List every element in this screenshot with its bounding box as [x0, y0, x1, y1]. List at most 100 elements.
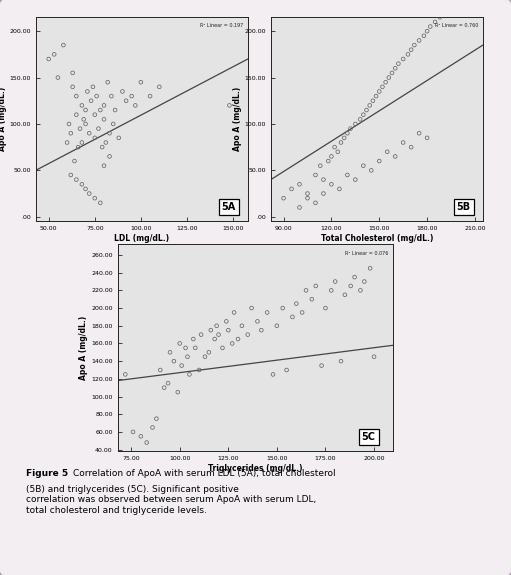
Point — [436, 13, 444, 22]
Point — [100, 115, 108, 124]
Point — [102, 138, 110, 147]
Point — [146, 91, 154, 101]
Point — [304, 189, 312, 198]
Point — [68, 82, 77, 91]
Text: R² Linear = 0.197: R² Linear = 0.197 — [200, 24, 244, 28]
Point — [360, 277, 368, 286]
Point — [205, 348, 213, 357]
Point — [83, 87, 91, 96]
Point — [351, 175, 359, 184]
Point — [119, 87, 127, 96]
Point — [269, 370, 277, 379]
Point — [129, 427, 137, 436]
Point — [100, 161, 108, 170]
Point — [189, 335, 197, 344]
Point — [346, 124, 355, 133]
Point — [331, 277, 339, 286]
Y-axis label: Apo A (mg/dL.): Apo A (mg/dL.) — [233, 87, 242, 151]
Text: R² Linear = 0.760: R² Linear = 0.760 — [435, 24, 479, 28]
Point — [78, 138, 86, 147]
Point — [356, 286, 364, 295]
Point — [375, 156, 383, 166]
Point — [362, 105, 370, 114]
Point — [131, 101, 140, 110]
Point — [90, 194, 99, 203]
Point — [283, 365, 291, 374]
Point — [68, 68, 77, 78]
X-axis label: LDL (mg/dL.): LDL (mg/dL.) — [114, 234, 169, 243]
Point — [324, 156, 332, 166]
Point — [399, 55, 407, 64]
Point — [328, 179, 336, 189]
Point — [122, 96, 130, 105]
Point — [152, 414, 160, 423]
Point — [177, 361, 185, 370]
Point — [343, 129, 352, 138]
Point — [391, 64, 399, 73]
Point — [253, 317, 262, 326]
Point — [105, 152, 113, 161]
Point — [96, 198, 104, 208]
Point — [104, 78, 112, 87]
Point — [356, 115, 364, 124]
Point — [74, 143, 82, 152]
Point — [90, 110, 99, 119]
Point — [298, 308, 306, 317]
Point — [257, 325, 265, 335]
Point — [407, 45, 415, 54]
Point — [90, 133, 99, 143]
Point — [213, 321, 221, 331]
X-axis label: Total Cholesterol (mg/dL.): Total Cholesterol (mg/dL.) — [321, 234, 433, 243]
Point — [388, 68, 396, 78]
Point — [420, 31, 428, 40]
Point — [211, 335, 219, 344]
Point — [155, 82, 164, 91]
Point — [238, 321, 246, 331]
Point — [366, 264, 374, 273]
Point — [156, 365, 165, 374]
Point — [59, 40, 67, 49]
Point — [415, 129, 423, 138]
Point — [81, 120, 89, 129]
Text: (5B) and triglycerides (5C). Significant positive
correlation was observed betwe: (5B) and triglycerides (5C). Significant… — [26, 485, 316, 515]
Point — [383, 147, 391, 156]
Point — [394, 59, 403, 68]
Point — [311, 170, 319, 179]
Point — [351, 273, 359, 282]
Point — [50, 50, 58, 59]
Point — [67, 170, 75, 179]
Point — [72, 110, 80, 119]
Y-axis label: Apo A (mg/dL.): Apo A (mg/dL.) — [0, 87, 7, 151]
Point — [98, 143, 106, 152]
Point — [321, 304, 330, 313]
Point — [195, 365, 203, 374]
Point — [100, 101, 108, 110]
Point — [302, 286, 310, 295]
Point — [295, 179, 304, 189]
Point — [128, 91, 136, 101]
Point — [160, 383, 168, 392]
Point — [96, 105, 104, 114]
Point — [170, 356, 178, 366]
Point — [316, 161, 324, 170]
Point — [148, 423, 156, 432]
Point — [327, 286, 335, 295]
Point — [137, 78, 145, 87]
Point — [331, 143, 339, 152]
Point — [72, 91, 80, 101]
Point — [407, 143, 415, 152]
Point — [89, 82, 97, 91]
Point — [341, 290, 349, 300]
Point — [85, 189, 94, 198]
Point — [222, 317, 230, 326]
Point — [273, 321, 281, 331]
Point — [105, 129, 113, 138]
Y-axis label: Apo A (mg/dL.): Apo A (mg/dL.) — [79, 316, 88, 380]
Point — [452, 3, 460, 13]
Point — [378, 82, 386, 91]
Point — [391, 152, 399, 161]
Point — [121, 370, 129, 379]
Point — [234, 335, 242, 344]
Point — [431, 17, 439, 26]
Point — [95, 124, 103, 133]
